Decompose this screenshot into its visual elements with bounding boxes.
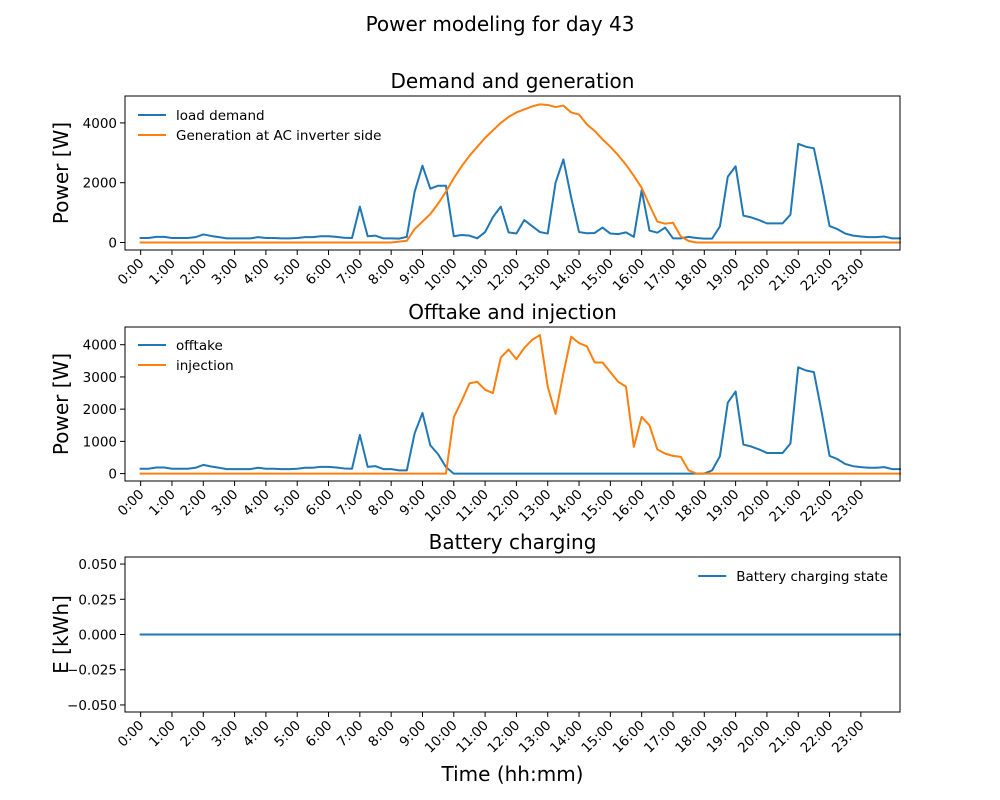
series-line-1 xyxy=(139,142,901,240)
y-tick-label: 0.050 xyxy=(78,557,117,573)
series-line-2 xyxy=(139,103,901,244)
y-tick-label: 0 xyxy=(108,467,117,483)
legend: Battery charging state xyxy=(698,569,888,585)
y-tick-label: −0.025 xyxy=(67,663,117,679)
legend-label: load demand xyxy=(176,108,265,124)
y-tick-label: 1000 xyxy=(83,434,117,450)
x-axis-label: Time (hh:mm) xyxy=(441,762,584,786)
y-tick-label: 3000 xyxy=(83,370,117,386)
axes-frame xyxy=(124,95,901,251)
y-tick-label: 2000 xyxy=(83,402,117,418)
legend: offtake injection xyxy=(138,338,234,374)
axes-title: Battery charging xyxy=(429,530,597,554)
legend-label: offtake xyxy=(176,338,223,354)
axes-title: Demand and generation xyxy=(391,69,635,93)
axes-frame xyxy=(124,326,901,482)
y-axis-label: Power [W] xyxy=(49,122,73,224)
y-tick-label: 4000 xyxy=(83,116,117,132)
y-tick-label: 2000 xyxy=(83,176,117,192)
figure-title: Power modeling for day 43 xyxy=(366,12,635,36)
y-tick-label: 0.000 xyxy=(78,628,117,644)
series-line-2 xyxy=(139,334,901,475)
axes-title: Offtake and injection xyxy=(408,300,617,324)
y-tick-label: 4000 xyxy=(83,338,117,354)
y-axis-label: E [kWh] xyxy=(49,595,73,674)
y-tick-label: 0 xyxy=(108,236,117,252)
y-tick-label: 0.025 xyxy=(78,592,117,608)
y-axis-label: Power [W] xyxy=(49,353,73,455)
y-tick-label: −0.050 xyxy=(67,698,117,714)
legend-label: Generation at AC inverter side xyxy=(176,128,381,144)
series-line-1 xyxy=(139,366,901,475)
legend-label: injection xyxy=(176,358,234,374)
legend-label: Battery charging state xyxy=(736,569,888,585)
legend: load demand Generation at AC inverter sid… xyxy=(138,108,381,144)
